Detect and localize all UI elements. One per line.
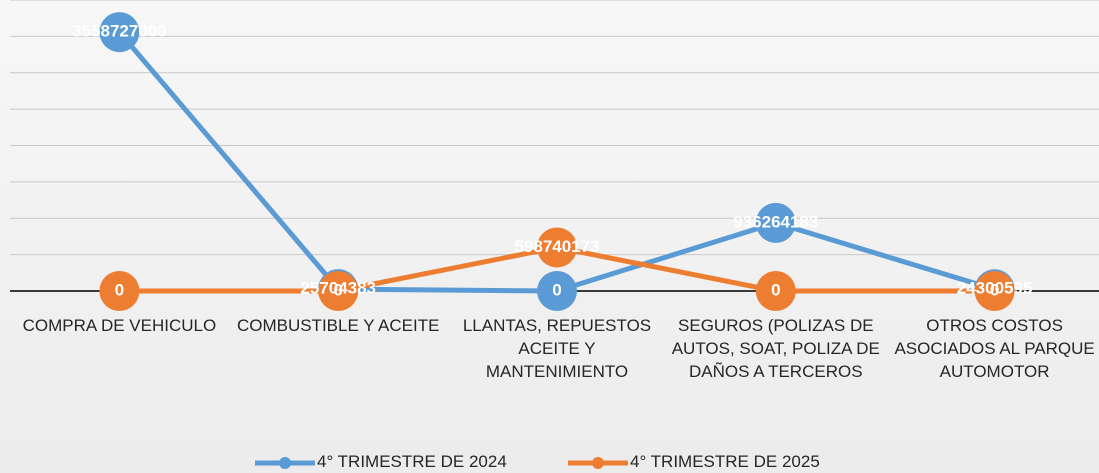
data-label: 598740173	[514, 237, 599, 256]
marker	[537, 271, 577, 311]
data-label: 0	[990, 280, 999, 299]
marker	[974, 271, 1015, 311]
data-label: 24300595	[957, 279, 1033, 298]
data-label: 25704383	[300, 279, 376, 298]
marker	[318, 271, 359, 311]
legend-marker	[592, 457, 604, 469]
data-label: 0	[552, 280, 561, 299]
x-tick-label: SEGUROS (POLIZAS DE AUTOS, SOAT, POLIZA …	[671, 316, 880, 381]
x-tick-label: LLANTAS, REPUESTOS ACEITE Y MANTENIMIENT…	[462, 316, 652, 381]
marker	[99, 271, 140, 311]
data-label: 0	[333, 280, 342, 299]
x-tick-label: COMPRA DE VEHICULO	[22, 316, 217, 335]
legend-label: 4° TRIMESTRE DE 2025	[630, 452, 820, 471]
data-label: 0	[115, 280, 124, 299]
x-tick-label: COMBUSTIBLE Y ACEITE	[236, 316, 440, 335]
marker	[755, 202, 796, 243]
x-tick-label: OTROS COSTOS ASOCIADOS AL PARQUE AUTOMOT…	[894, 316, 1095, 381]
data-label: 0	[771, 280, 780, 299]
data-label: 3558727000	[72, 22, 167, 41]
marker	[99, 12, 140, 53]
marker	[537, 227, 577, 268]
data-label: 936264183	[733, 212, 818, 231]
legend-marker	[279, 457, 291, 469]
legend-label: 4° TRIMESTRE DE 2024	[317, 452, 507, 471]
marker	[755, 271, 796, 311]
